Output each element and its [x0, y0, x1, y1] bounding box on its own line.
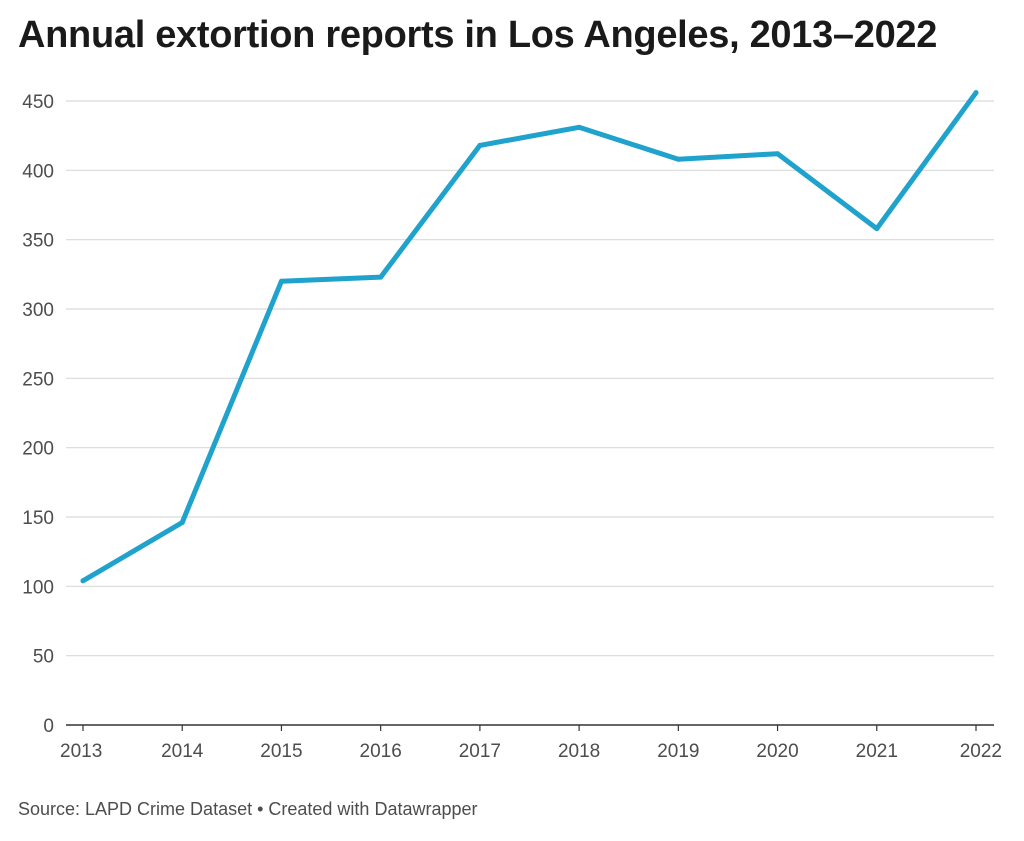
data-point-2022	[973, 90, 979, 96]
x-tick-label-2019: 2019	[657, 741, 699, 762]
data-point-2014	[179, 520, 185, 526]
y-tick-label-150: 150	[22, 508, 54, 529]
data-point-2018	[576, 124, 582, 130]
series-group	[80, 90, 979, 584]
y-tick-label-100: 100	[22, 577, 54, 598]
x-axis	[66, 724, 994, 731]
data-point-2019	[675, 156, 681, 162]
x-axis-tick-labels: 2013 2014 2015 2016 2017 2018 2019 2020 2021 2022	[60, 741, 1002, 762]
y-tick-label-0: 0	[43, 716, 54, 737]
y-tick-label-400: 400	[22, 161, 54, 182]
x-tick-label-2020: 2020	[756, 741, 798, 762]
data-point-2016	[378, 274, 384, 280]
y-tick-label-200: 200	[22, 439, 54, 460]
data-point-2013	[80, 578, 86, 584]
source-credit: Source: LAPD Crime Dataset • Created wit…	[18, 799, 478, 819]
grid-lines	[66, 100, 994, 657]
x-tick-label-2018: 2018	[558, 741, 600, 762]
data-point-2017	[477, 142, 483, 148]
data-point-2021	[874, 226, 880, 232]
y-tick-label-450: 450	[22, 92, 54, 113]
x-tick-label-2022: 2022	[960, 741, 1002, 762]
y-tick-label-350: 350	[22, 231, 54, 252]
y-tick-label-250: 250	[22, 369, 54, 390]
data-point-2015	[278, 278, 284, 284]
series-line-0	[80, 90, 979, 584]
data-point-2020	[775, 151, 781, 157]
x-tick-label-2013: 2013	[60, 741, 102, 762]
y-tick-label-50: 50	[33, 647, 54, 668]
x-tick-label-2014: 2014	[161, 741, 204, 762]
x-tick-label-2016: 2016	[360, 741, 402, 762]
x-tick-label-2021: 2021	[856, 741, 898, 762]
chart-title: Annual extortion reports in Los Angeles,…	[18, 14, 938, 56]
y-tick-label-300: 300	[22, 300, 54, 321]
x-tick-label-2015: 2015	[260, 741, 302, 762]
x-tick-label-2017: 2017	[459, 741, 501, 762]
y-axis-tick-labels: 0 50 100 150 200 250 300 350 400 450	[22, 92, 54, 737]
